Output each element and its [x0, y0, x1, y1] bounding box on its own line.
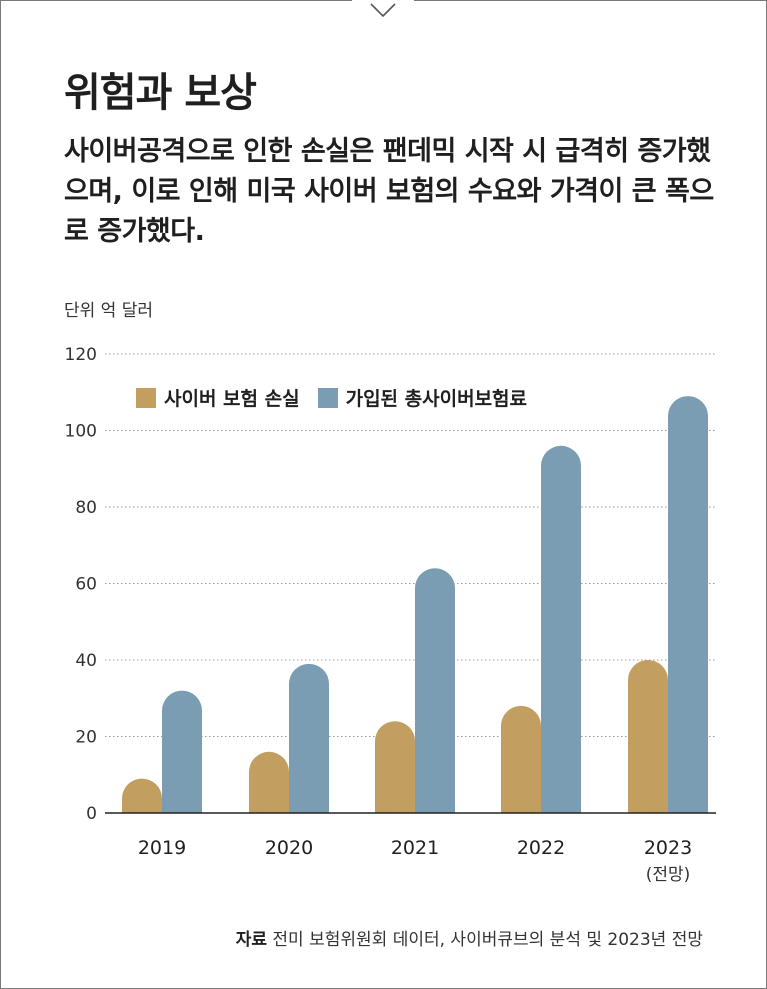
unit-label: 단위 억 달러 [64, 301, 154, 321]
source-label: 자료 [235, 930, 268, 950]
x-tick-note: (전망) [646, 865, 691, 885]
bar-loss [628, 660, 668, 813]
legend-item-premium: 가입된 총사이버보험료 [317, 384, 528, 411]
chart-subtitle: 사이버공격으로 인한 손실은 팬데믹 시작 시 급격히 증가했으며, 이로 인해… [64, 136, 714, 247]
y-tick-label: 0 [86, 804, 97, 824]
legend-swatch-premium [317, 387, 338, 408]
y-tick-label: 120 [65, 345, 97, 365]
x-tick-label: 2022 [517, 837, 565, 859]
y-tick-label: 40 [75, 651, 97, 671]
bar-loss [249, 751, 289, 813]
source-note: 자료 전미 보험위원회 데이터, 사이버큐브의 분석 및 2023년 전망 [236, 925, 703, 950]
chart-title: 위험과 보상 [64, 70, 257, 116]
bar-premium [415, 568, 455, 813]
y-tick-label: 60 [75, 575, 97, 595]
legend-item-loss: 사이버 보험 손실 [136, 384, 300, 411]
legend-label-loss: 사이버 보험 손실 [164, 388, 300, 410]
x-tick-label: 2023 [644, 837, 692, 859]
bar-loss [501, 705, 541, 813]
legend-label-premium: 가입된 총사이버보험료 [345, 388, 528, 410]
x-tick-label: 2019 [138, 837, 186, 859]
x-tick-label: 2021 [391, 837, 439, 859]
bar-loss [375, 721, 415, 813]
bar-premium [162, 690, 202, 813]
y-tick-label: 80 [75, 498, 97, 518]
source-text: 전미 보험위원회 데이터, 사이버큐브의 분석 및 2023년 전망 [272, 930, 703, 950]
bar-loss [122, 778, 162, 813]
y-tick-label: 20 [75, 728, 97, 748]
legend-swatch-loss [136, 387, 156, 408]
x-tick-label: 2020 [265, 837, 313, 859]
bar-premium [289, 663, 329, 813]
chevron-down-icon [370, 3, 396, 18]
top-gap [352, 0, 414, 4]
y-tick-label: 100 [65, 422, 97, 442]
legend: 사이버 보험 손실 가입된 총사이버보험료 [136, 384, 545, 411]
bar-premium [668, 396, 708, 813]
bar-premium [541, 445, 581, 813]
